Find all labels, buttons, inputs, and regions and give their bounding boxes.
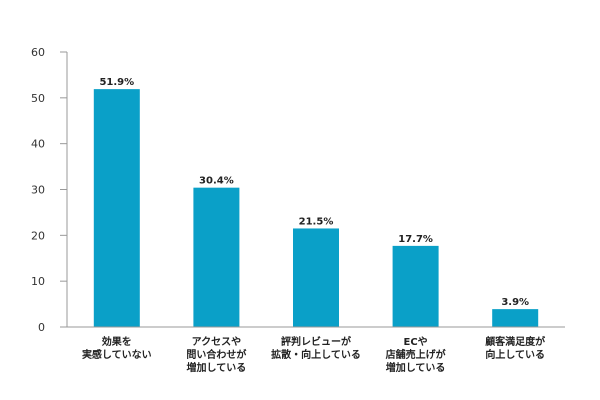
y-tick-label: 20 xyxy=(31,229,45,242)
category-label-line: ECや xyxy=(404,336,428,348)
bar xyxy=(492,309,539,327)
y-tick-label: 30 xyxy=(31,184,45,197)
category-label-line: 増加している xyxy=(386,361,446,374)
category-label-line: 向上している xyxy=(485,348,545,361)
category-label-line: 顧客満足度が xyxy=(485,335,546,348)
bar xyxy=(392,245,439,327)
category-label: 評判レビューが拡散・向上している xyxy=(271,335,361,361)
category-label-line: 問い合わせが xyxy=(186,348,247,361)
data-label: 3.9% xyxy=(501,297,529,308)
category-label: 効果を実感していない xyxy=(82,335,152,361)
y-tick-label: 60 xyxy=(31,46,45,59)
category-label: 顧客満足度が向上している xyxy=(485,335,546,361)
category-label-line: 評判レビューが xyxy=(281,335,352,348)
data-label: 17.7% xyxy=(398,234,433,245)
data-label: 51.9% xyxy=(99,77,134,88)
category-label-line: 実感していない xyxy=(82,348,152,361)
category-label-line: 店舗売上げが xyxy=(386,348,447,361)
y-tick-label: 40 xyxy=(31,138,45,151)
bar xyxy=(293,228,339,327)
category-label: アクセスや問い合わせが増加している xyxy=(186,336,247,374)
data-label: 30.4% xyxy=(199,176,234,187)
bars: 51.9% 30.4% 21.5% 17.7% 3.9% xyxy=(93,77,539,327)
bar xyxy=(93,89,140,327)
data-label: 21.5% xyxy=(299,216,334,227)
x-axis: 効果を実感していないアクセスや問い合わせが増加している評判レビューが拡散・向上し… xyxy=(67,326,565,374)
y-tick-label: 0 xyxy=(38,321,45,334)
y-tick-label: 50 xyxy=(31,92,45,105)
category-label-line: 増加している xyxy=(187,361,247,374)
category-label-line: アクセスや xyxy=(192,336,242,348)
category-label-line: 効果を xyxy=(102,335,132,348)
bar xyxy=(193,187,240,327)
category-label-line: 拡散・向上している xyxy=(271,348,361,361)
y-tick-label: 10 xyxy=(31,275,45,288)
y-axis: 0 10 20 30 40 50 60 xyxy=(31,46,68,334)
category-label: ECや店舗売上げが増加している xyxy=(386,336,447,374)
